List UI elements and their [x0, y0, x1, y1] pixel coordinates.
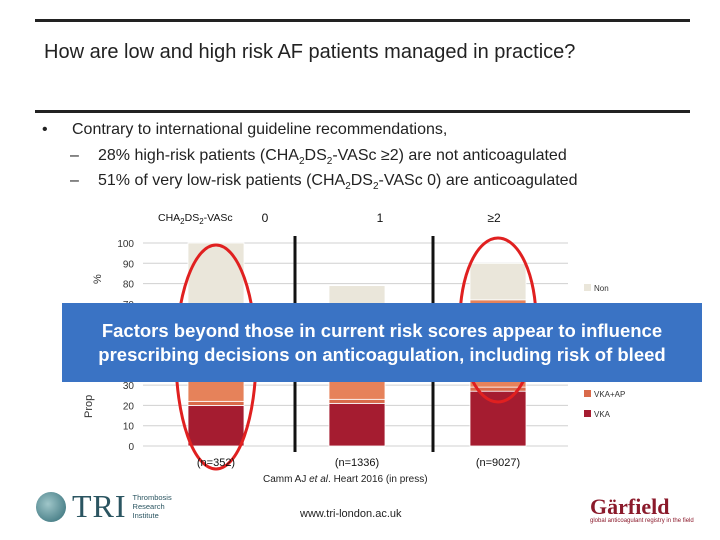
- bar-segment: [187, 400, 245, 406]
- y-tick-label: 80: [123, 280, 135, 291]
- bar-segment: [328, 402, 386, 447]
- n-label: (n=1336): [335, 457, 379, 469]
- sub-item-dash: –: [70, 172, 79, 189]
- bar-segment: [187, 404, 245, 447]
- citation-journal: . Heart 2016 (in press): [328, 474, 428, 485]
- group-label: ≥2: [487, 211, 501, 225]
- y-tick-label: 100: [117, 239, 134, 250]
- citation-etal: et al: [309, 474, 329, 485]
- n-label: (n=9027): [476, 457, 520, 469]
- garfield-logo-subtext: global anticoagulant registry in the fie…: [590, 518, 694, 524]
- banner-line-1: Factors beyond those in current risk sco…: [101, 319, 663, 341]
- sub-item-text: 51% of very low-risk patients (CHA2DS2-V…: [98, 172, 578, 193]
- banner-line-2: prescribing decisions on anticoagulation…: [98, 343, 666, 365]
- y-axis-label-fragment: %: [92, 274, 104, 284]
- message-banner: Factors beyond those in current risk sco…: [62, 303, 702, 382]
- tri-logo: TRI Thrombosis Research Institute: [36, 488, 172, 525]
- sub-item-dash: –: [70, 147, 79, 164]
- legend-label: VKA+AP: [594, 390, 625, 399]
- legend-swatch: [584, 390, 591, 397]
- slide-title: How are low and high risk AF patients ma…: [44, 41, 576, 63]
- bar-segment: [469, 390, 527, 447]
- y-axis-label-fragment: Prop: [83, 395, 95, 418]
- top-rule: [35, 19, 690, 22]
- bar-segment: [469, 262, 527, 301]
- group-label: 1: [377, 211, 384, 225]
- score-header: CHA2DS2-VASc: [158, 212, 233, 226]
- sub-item: – 51% of very low-risk patients (CHA2DS2-…: [70, 172, 577, 192]
- sub-item: – 28% high-risk patients (CHA2DS2-VASc ≥2…: [70, 147, 567, 167]
- y-tick-label: 30: [123, 381, 135, 392]
- n-label: (n=352): [197, 457, 235, 469]
- legend-label: VKA: [594, 410, 611, 419]
- garfield-logo: Gärfield: [590, 494, 670, 519]
- citation: Camm AJ et al. Heart 2016 (in press): [263, 474, 428, 485]
- bullet-text: Contrary to international guideline reco…: [72, 121, 448, 138]
- y-tick-label: 20: [123, 401, 135, 412]
- sub-item-text: 28% high-risk patients (CHA2DS2-VASc ≥2)…: [98, 147, 567, 168]
- citation-authors: Camm AJ: [263, 474, 310, 485]
- legend-swatch: [584, 410, 591, 417]
- bar-segment: [328, 398, 386, 404]
- legend-label: Non: [594, 284, 609, 293]
- y-tick-label: 0: [128, 442, 134, 453]
- legend-swatch: [584, 284, 591, 291]
- bullet-symbol: •: [42, 121, 48, 138]
- y-tick-label: 90: [123, 259, 135, 270]
- footer-url[interactable]: www.tri-london.ac.uk: [300, 508, 402, 520]
- group-label: 0: [262, 211, 269, 225]
- tri-logo-text: TRI: [72, 488, 127, 524]
- title-rule: [35, 110, 690, 113]
- tri-logo-subtext: Thrombosis Research Institute: [132, 493, 172, 520]
- tri-globe-icon: [36, 491, 66, 522]
- y-tick-label: 10: [123, 422, 135, 433]
